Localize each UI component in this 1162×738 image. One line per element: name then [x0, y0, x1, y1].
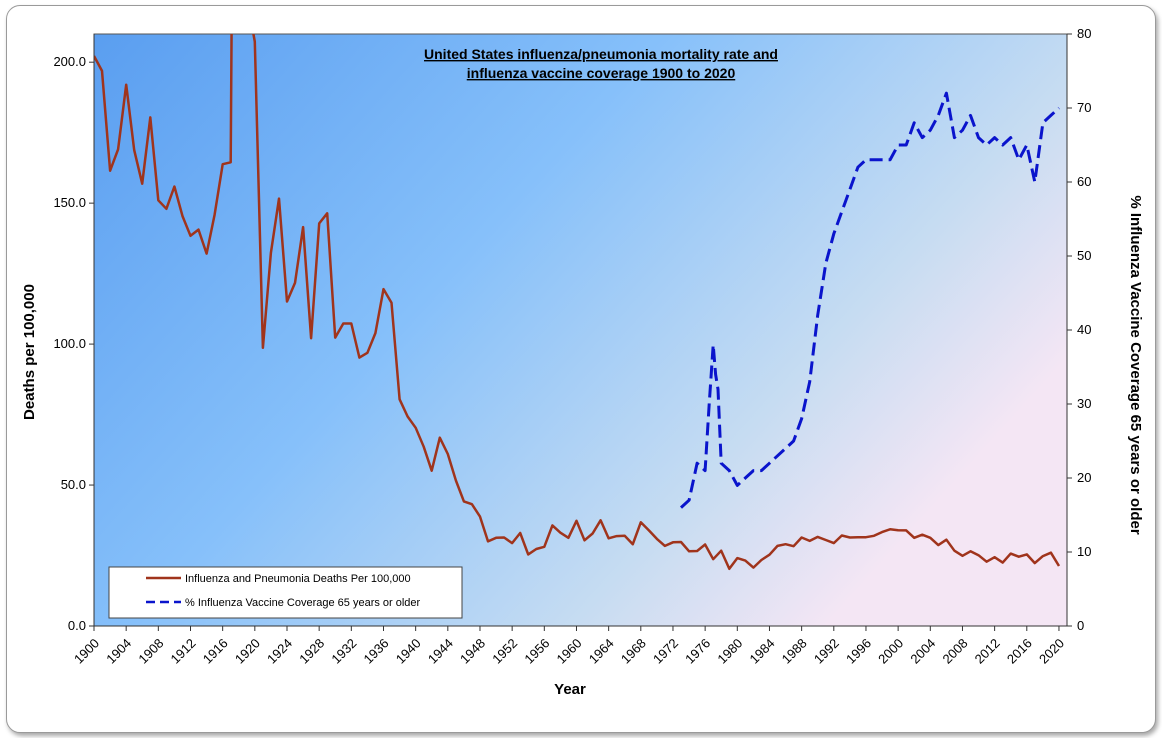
y-right-tick-label: 30 — [1077, 396, 1091, 411]
y-right-tick-label: 20 — [1077, 470, 1091, 485]
x-tick-label: 2012 — [972, 636, 1003, 667]
x-tick-label: 1932 — [328, 636, 359, 667]
y-left-tick-label: 0.0 — [68, 618, 86, 633]
y-right-tick-label: 40 — [1077, 322, 1091, 337]
x-tick-label: 1984 — [747, 636, 778, 667]
x-tick-label: 1908 — [135, 636, 166, 667]
legend-label-vaccine: % Influenza Vaccine Coverage 65 years or… — [185, 597, 421, 609]
x-tick-label: 1964 — [586, 636, 617, 667]
y-right-tick-label: 10 — [1077, 544, 1091, 559]
x-tick-label: 1956 — [521, 636, 552, 667]
x-tick-label: 1940 — [393, 636, 424, 667]
x-tick-label: 1936 — [361, 636, 392, 667]
y-right-tick-label: 0 — [1077, 618, 1084, 633]
x-tick-label: 1916 — [200, 636, 231, 667]
y-left-tick-label: 50.0 — [61, 477, 86, 492]
x-tick-label: 2000 — [875, 636, 906, 667]
y-axis-left-title: Deaths per 100,000 — [21, 284, 38, 420]
chart-title-line-2: influenza vaccine coverage 1900 to 2020 — [467, 65, 736, 81]
x-tick-label: 2004 — [907, 636, 938, 667]
x-tick-label: 1992 — [811, 636, 842, 667]
x-tick-label: 2016 — [1004, 636, 1035, 667]
x-tick-label: 1948 — [457, 636, 488, 667]
x-tick-label: 1996 — [843, 636, 874, 667]
x-tick-label: 1944 — [425, 636, 456, 667]
plot-area — [93, 33, 1068, 627]
y-left-tick-label: 150.0 — [53, 195, 86, 210]
x-tick-label: 1968 — [618, 636, 649, 667]
x-tick-label: 2020 — [1036, 636, 1067, 667]
x-tick-label: 1900 — [71, 636, 102, 667]
x-tick-label: 1988 — [779, 636, 810, 667]
y-axis-right-title: % Influenza Vaccine Coverage 65 years or… — [1127, 195, 1144, 534]
legend: Influenza and Pneumonia Deaths Per 100,0… — [108, 566, 463, 619]
x-tick-label: 1920 — [232, 636, 263, 667]
x-tick-label: 1924 — [264, 636, 295, 667]
series-line-mortality-rate — [94, 34, 1061, 571]
x-tick-label: 2008 — [940, 636, 971, 667]
y-left-tick-label: 200.0 — [53, 54, 86, 69]
x-tick-label: 1972 — [650, 636, 681, 667]
y-right-tick-label: 50 — [1077, 248, 1091, 263]
x-tick-label: 1952 — [489, 636, 520, 667]
x-axis-title: Year — [554, 681, 586, 698]
y-left-tick-label: 100.0 — [53, 336, 86, 351]
x-tick-label: 1960 — [554, 636, 585, 667]
x-tick-label: 1912 — [168, 636, 199, 667]
legend-label-mortality: Influenza and Pneumonia Deaths Per 100,0… — [185, 573, 411, 585]
x-tick-label: 1904 — [103, 636, 134, 667]
series-layer — [94, 34, 1061, 571]
x-tick-label: 1976 — [682, 636, 713, 667]
y-right-tick-label: 80 — [1077, 26, 1091, 41]
y-right-tick-label: 60 — [1077, 174, 1091, 189]
series-line-vaccine-coverage — [679, 91, 1061, 509]
legend-box — [108, 566, 463, 619]
x-tick-label: 1928 — [296, 636, 327, 667]
y-right-tick-label: 70 — [1077, 100, 1091, 115]
chart-title-line-1: United States influenza/pneumonia mortal… — [424, 46, 778, 62]
x-tick-label: 1980 — [714, 636, 745, 667]
